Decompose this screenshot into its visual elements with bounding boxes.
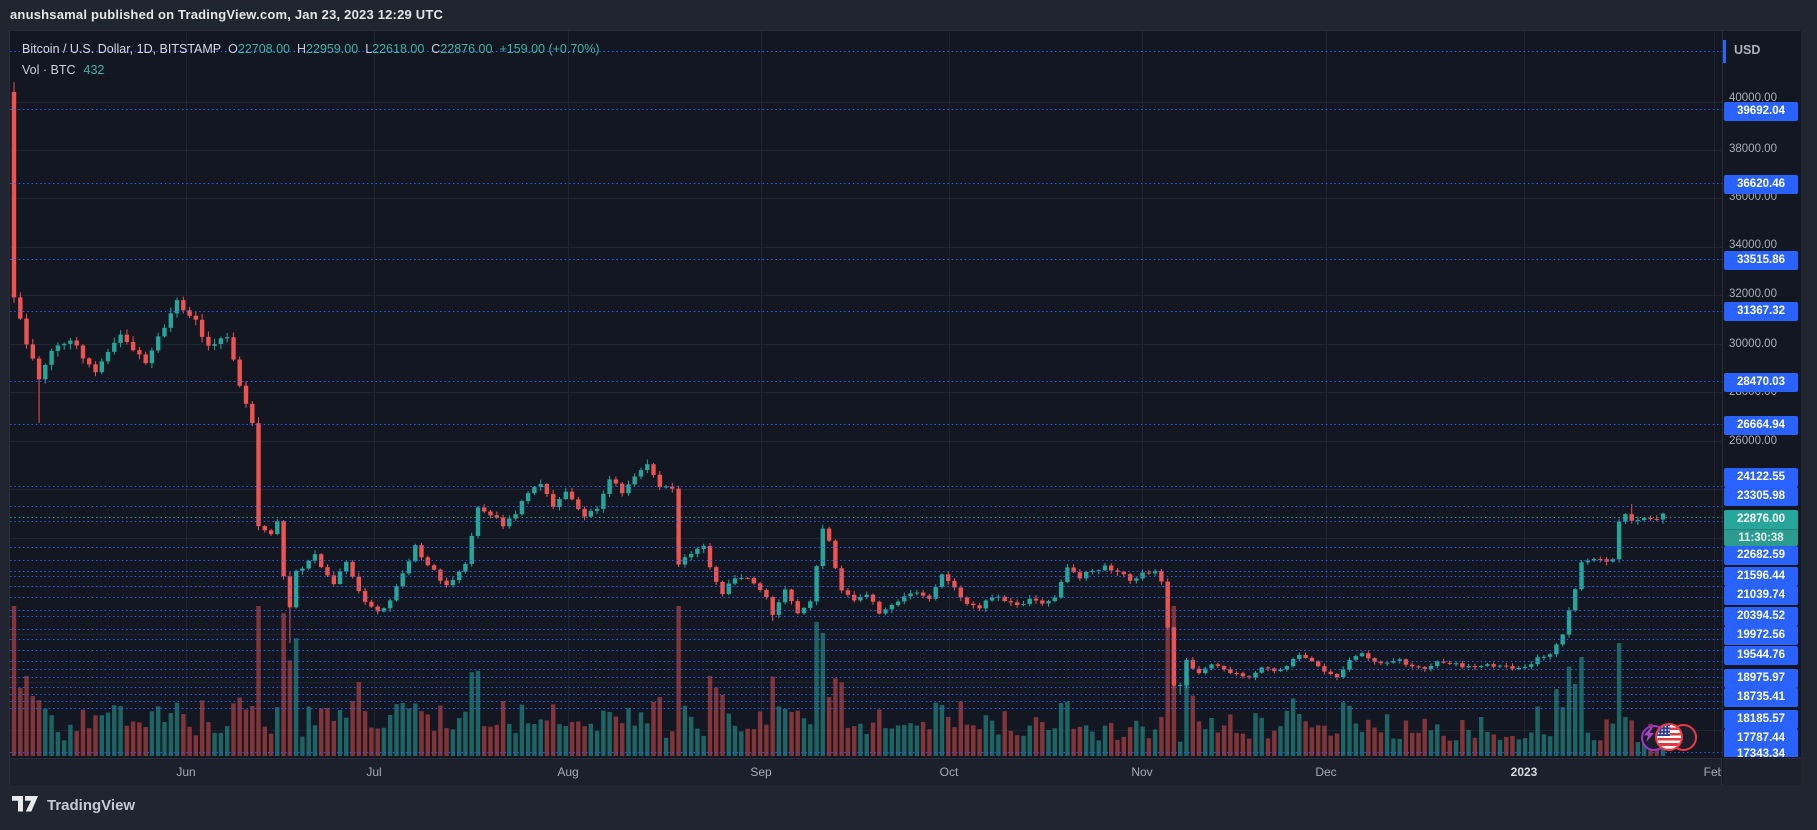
alert-price-label[interactable]: 28470.03 — [1724, 372, 1798, 392]
price-tick-label: 40000.00 — [1729, 92, 1777, 104]
alert-price-label[interactable]: 23305.98 — [1724, 486, 1798, 506]
alert-price-label[interactable]: 17343.34 — [1724, 744, 1798, 757]
price-tick-label: 34000.00 — [1729, 239, 1777, 251]
alert-price-label[interactable]: 22682.59 — [1724, 545, 1798, 565]
scale-corner — [1723, 758, 1801, 785]
us-flag-canton — [1657, 725, 1671, 737]
ohlc-key: L — [365, 42, 373, 56]
alert-price-label[interactable]: 31367.32 — [1724, 301, 1798, 321]
alert-price-label[interactable]: 18975.97 — [1724, 668, 1798, 688]
ohlc-value: 22959.00 — [306, 42, 359, 56]
chart-legend: Bitcoin / U.S. Dollar, 1D, BITSTAMP O2270… — [22, 41, 600, 78]
axis-month-label: Sep — [750, 765, 772, 779]
price-tick-label: 26000.00 — [1729, 435, 1777, 447]
axis-month-label: Aug — [557, 765, 579, 779]
alert-price-label[interactable]: 17787.44 — [1724, 728, 1798, 748]
alert-price-label[interactable]: 21039.74 — [1724, 585, 1798, 605]
ohlc-value: 22876.00 — [440, 42, 493, 56]
ohlc-key: H — [297, 42, 307, 56]
time-axis[interactable]: Jun Jul Aug Sep Oct Nov Dec 2023 Feb — [10, 758, 1722, 785]
ohlc-value: 22618.00 — [372, 42, 425, 56]
price-scale[interactable]: USD 40000.00 38000.00 36000.00 34000.00 3200… — [1723, 31, 1801, 757]
current-price-label[interactable]: 22876.00 11:30:38 — [1724, 509, 1798, 546]
alert-price-label[interactable]: 26664.94 — [1724, 415, 1798, 435]
alert-price-label[interactable]: 21596.44 — [1724, 566, 1798, 586]
volume-label[interactable]: Vol · BTC — [22, 63, 76, 77]
axis-month-label: Dec — [1315, 765, 1337, 779]
alert-price-label[interactable]: 20394.52 — [1724, 606, 1798, 626]
candlestick-chart — [10, 31, 1722, 757]
price-tick-label: 38000.00 — [1729, 143, 1777, 155]
alert-price-label[interactable]: 18735.41 — [1724, 687, 1798, 707]
ohlc-key: C — [431, 42, 441, 56]
tradingview-footer[interactable]: TradingView — [12, 796, 135, 815]
change-value: +159.00 (+0.70%) — [499, 42, 600, 56]
axis-month-label: Nov — [1131, 765, 1153, 779]
chart-pane[interactable]: Bitcoin / U.S. Dollar, 1D, BITSTAMP O2270… — [10, 31, 1723, 757]
us-flag-event-icon-2[interactable] — [1670, 724, 1697, 751]
axis-month-label: Feb — [1703, 765, 1721, 779]
volume-value: 432 — [83, 63, 105, 77]
axis-month-label: Jun — [176, 765, 196, 779]
scale-blue-tick — [1723, 40, 1726, 63]
axis-month-label: Oct — [939, 765, 959, 779]
current-price-value: 22876.00 — [1724, 509, 1798, 529]
lightning-bolt-icon — [1644, 727, 1654, 742]
price-tick-label: 30000.00 — [1729, 338, 1777, 350]
bar-countdown: 11:30:38 — [1724, 528, 1798, 546]
published-header: anushsamal published on TradingView.com,… — [10, 7, 444, 22]
ohlc-key: O — [228, 42, 238, 56]
axis-month-label: Jul — [366, 765, 382, 779]
alert-price-label[interactable]: 19544.76 — [1724, 645, 1798, 665]
alert-price-label[interactable]: 19972.56 — [1724, 625, 1798, 645]
symbol-title[interactable]: Bitcoin / U.S. Dollar, 1D, BITSTAMP — [22, 42, 222, 56]
price-tick-label: 32000.00 — [1729, 288, 1777, 300]
ohlc-value: 22708.00 — [237, 42, 291, 56]
tradingview-logo-icon — [12, 796, 38, 812]
alert-price-label[interactable]: 36620.46 — [1724, 174, 1798, 194]
tradingview-logo-text: TradingView — [47, 797, 136, 814]
us-flag-event-icon[interactable] — [1655, 723, 1683, 751]
legend-volume-row: Vol · BTC 432 — [22, 62, 600, 78]
alert-price-label[interactable]: 24122.55 — [1724, 467, 1798, 487]
alert-price-label[interactable]: 39692.04 — [1724, 101, 1798, 121]
alert-price-label[interactable]: 33515.86 — [1724, 250, 1798, 270]
legend-symbol-row: Bitcoin / U.S. Dollar, 1D, BITSTAMP O2270… — [22, 41, 600, 57]
chart-widget: Bitcoin / U.S. Dollar, 1D, BITSTAMP O2270… — [9, 30, 1801, 785]
axis-year-label: 2023 — [1510, 765, 1538, 779]
currency-label[interactable]: USD — [1734, 43, 1761, 57]
alert-price-label[interactable]: 18185.57 — [1724, 709, 1798, 729]
price-tick-label: 36000.00 — [1729, 191, 1777, 203]
